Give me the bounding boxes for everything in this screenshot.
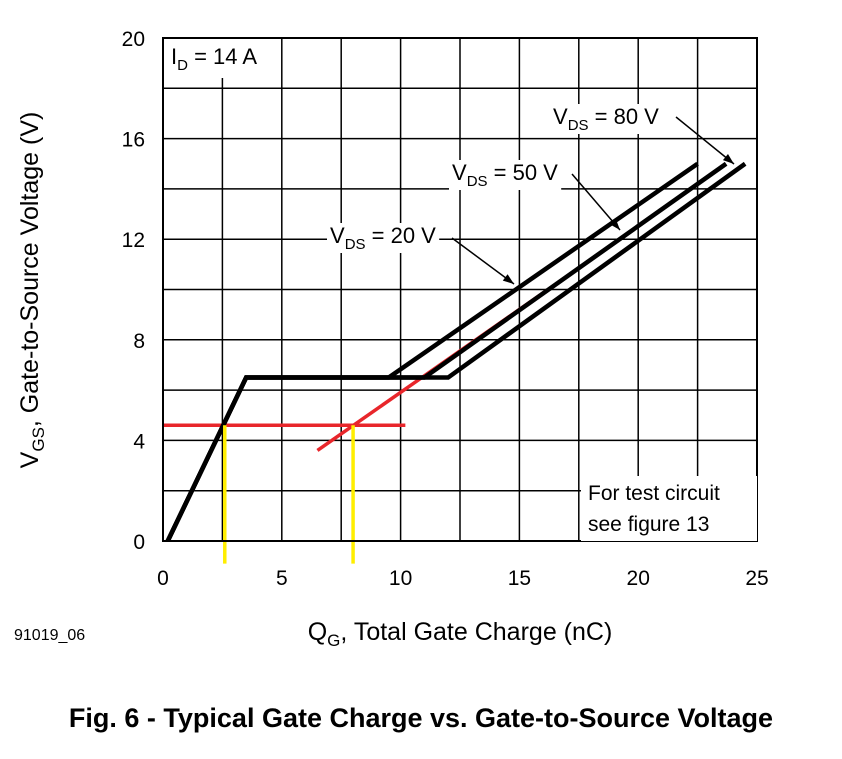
test-circuit-note: see figure 13 (588, 513, 709, 536)
note-background (581, 476, 757, 541)
series-callout-label-sub: DS (467, 173, 488, 190)
callout-arrowhead (722, 153, 734, 164)
series-callout-label: VDS = 50 V (452, 160, 558, 190)
x-tick-label: 15 (508, 567, 531, 590)
yellow-overlay-lines (223, 425, 355, 564)
series-callout-label-rest: = 50 V (488, 160, 559, 185)
callout-leader-line (675, 116, 735, 165)
series-callout-label-main: V (553, 104, 568, 129)
y-tick-label: 16 (122, 129, 145, 152)
series-callout-label-background (550, 104, 663, 134)
y-tick-label: 8 (133, 330, 145, 353)
condition-label: ID = 14 A (171, 44, 257, 74)
figure-caption: Fig. 6 - Typical Gate Charge vs. Gate-to… (68, 703, 774, 733)
series-callout-label: VDS = 20 V (330, 223, 436, 253)
y-tick-label: 4 (133, 430, 145, 453)
x-axis-label-rest: , Total Gate Charge (nC) (340, 618, 612, 646)
callout-leader-line (571, 173, 621, 231)
plot-frame (162, 37, 758, 542)
y-tick-label: 20 (122, 28, 145, 51)
grid-lines (163, 38, 757, 541)
x-axis-label-sub: G (327, 631, 340, 650)
x-axis-label-main: Q (308, 618, 327, 646)
series-callout-label-background (449, 160, 562, 190)
series-line (165, 161, 747, 542)
y-tick-label: 12 (122, 229, 145, 252)
condition-background (164, 39, 266, 78)
condition-label-main: I (171, 44, 177, 69)
x-tick-label: 0 (157, 567, 169, 590)
callout-arrowhead (502, 274, 514, 284)
series-callout-label-sub: DS (568, 117, 589, 134)
y-tick-label: 0 (133, 531, 145, 554)
figure-id: 91019_06 (14, 627, 85, 644)
callout-leader-line (451, 237, 515, 285)
series-callout-label-rest: = 80 V (589, 104, 660, 129)
series-callout-label-main: V (330, 223, 345, 248)
x-tick-label: 5 (276, 567, 288, 590)
condition-label-sub: D (177, 57, 188, 74)
series-callout-label-sub: DS (345, 236, 366, 253)
x-tick-label: 10 (389, 567, 412, 590)
series-callout-label: VDS = 80 V (553, 104, 659, 134)
x-tick-label: 20 (627, 567, 650, 590)
x-axis-label: QG, Total Gate Charge (nC) (308, 618, 613, 650)
y-axis-label-rest: , Gate-to-Source Voltage (V) (16, 112, 44, 427)
series-callout-label-rest: = 20 V (366, 223, 437, 248)
series-lines (165, 161, 747, 542)
callout-arrowhead (609, 219, 620, 230)
test-circuit-note: For test circuit (588, 482, 720, 505)
series-callout-label-main: V (452, 160, 467, 185)
x-tick-label: 25 (745, 567, 768, 590)
y-axis-label-main: V (16, 451, 44, 468)
y-axis-label-sub: GS (29, 427, 48, 452)
condition-label-rest: = 14 A (188, 44, 257, 69)
series-callout-label-background (327, 223, 440, 253)
y-axis-label: VGS, Gate-to-Source Voltage (V) (16, 112, 48, 469)
tick-labels: 0 5 10 15 20 25 0 4 8 12 16 20 (122, 28, 769, 590)
